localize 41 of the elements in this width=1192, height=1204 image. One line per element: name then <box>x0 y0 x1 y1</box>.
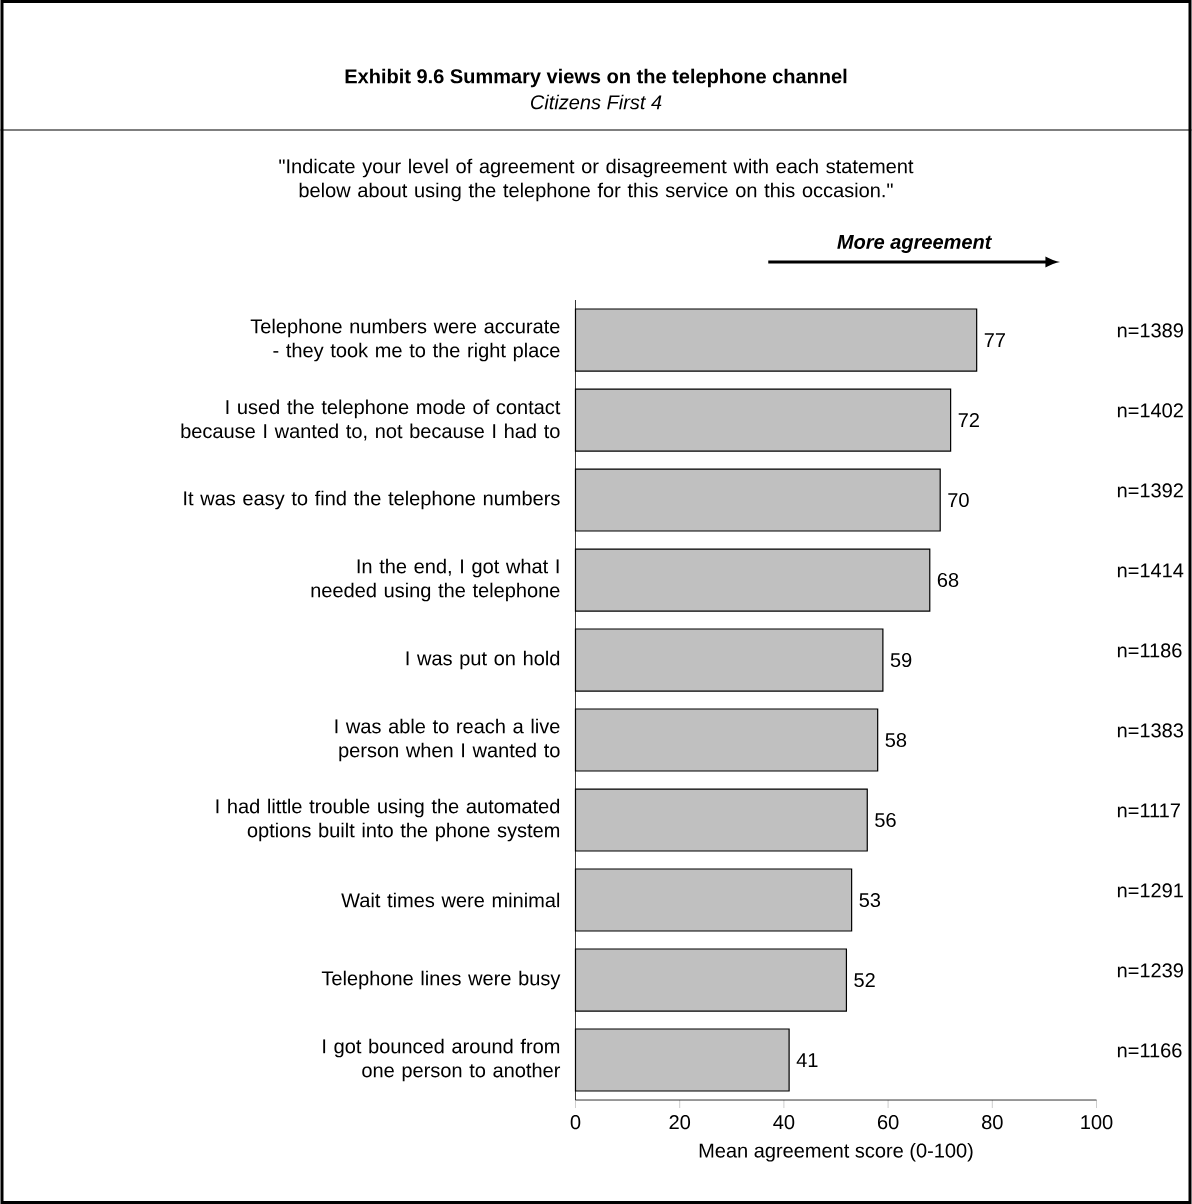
text: n=1383 <box>1117 723 1184 738</box>
y-tick-label: I was put on hold <box>406 650 560 670</box>
data-label: 56 <box>875 812 896 828</box>
text: More agreement <box>837 235 993 253</box>
data-label: 53 <box>859 892 881 908</box>
x-tick-label: 20 <box>669 1115 691 1130</box>
data-label: 77 <box>984 333 1005 347</box>
x-tick-label: 100 <box>1081 1115 1113 1130</box>
data-label: 68 <box>937 572 959 588</box>
text: "Indicate your level of agreement or disagreement with each statement below about using the telephone for this service on this occasion." <box>279 158 914 202</box>
text: n=1389 <box>1117 323 1183 338</box>
text: n=1166 <box>1117 1043 1182 1058</box>
y-tick-label: In the end, I got what I needed using the telephone <box>311 558 560 602</box>
text: n=1291 <box>1117 883 1183 898</box>
y-tick-label: Telephone lines were busy <box>321 970 561 990</box>
text: n=1402 <box>1117 403 1183 418</box>
data-label: 72 <box>958 413 979 428</box>
text: n=1186 <box>1117 643 1182 658</box>
x-tick-label: 40 <box>773 1115 795 1130</box>
text: n=1414 <box>1117 563 1184 578</box>
data-label: 58 <box>885 732 907 748</box>
data-label: 59 <box>890 652 912 668</box>
x-axis-title: Mean agreement score (0-100) <box>699 1142 973 1162</box>
text: n=1392 <box>1117 483 1183 498</box>
y-tick-label: Wait times were minimal <box>341 892 560 908</box>
y-tick-label: I was able to reach a live person when I wanted to <box>335 718 560 762</box>
data-label: 70 <box>948 492 969 508</box>
data-label: 52 <box>854 972 875 988</box>
x-tick-label: 80 <box>982 1115 1003 1130</box>
chart-subtitle: Citizens First 4 <box>530 94 662 110</box>
y-tick-label: It was easy to find the telephone numbers <box>184 490 560 510</box>
chart-title: Exhibit 9.6 Summary views on the telephone channel <box>345 68 847 88</box>
text: n=1117 <box>1117 803 1180 818</box>
data-label: 41 <box>796 1053 818 1067</box>
x-tick-label: 60 <box>877 1115 899 1130</box>
y-tick-label: I used the telephone mode of contact because I wanted to, not because I had to <box>181 399 561 441</box>
y-tick-label: I had little trouble using the automated options built into the phone system <box>216 798 560 842</box>
x-tick-label: 0 <box>570 1115 581 1130</box>
text: n=1239 <box>1117 963 1183 978</box>
y-tick-label: I got bounced around from one person to another <box>323 1038 561 1082</box>
y-tick-label: Telephone numbers were accurate - they took me to the right place <box>250 318 560 362</box>
